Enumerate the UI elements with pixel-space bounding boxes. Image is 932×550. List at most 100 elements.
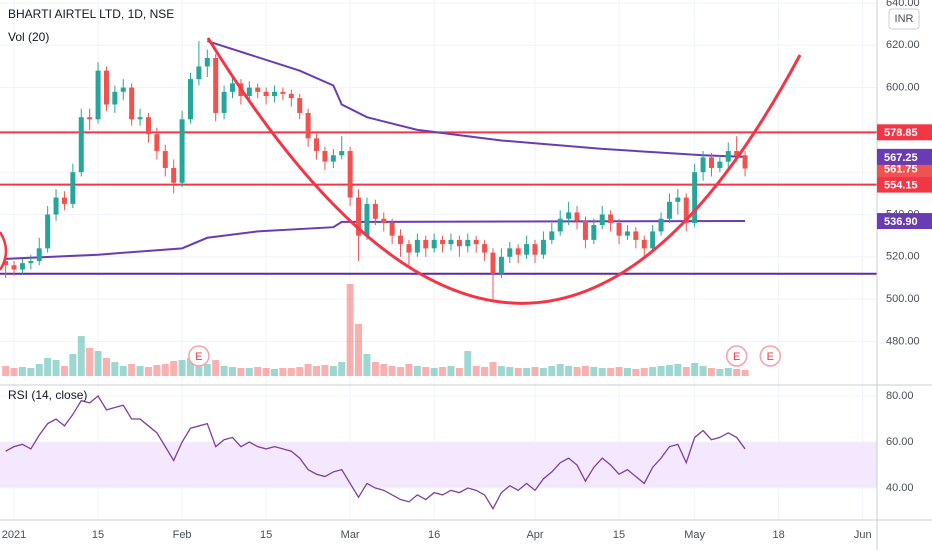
volume-bar	[153, 365, 161, 376]
volume-bar	[531, 367, 539, 376]
volume-bar	[229, 367, 237, 376]
volume-bar	[2, 366, 10, 376]
volume-bar	[195, 362, 203, 376]
volume-bar	[254, 367, 262, 376]
candle-body	[658, 218, 664, 232]
candle-body	[230, 83, 236, 92]
price-tag-label: 578.85	[884, 127, 918, 139]
price-tag	[877, 148, 932, 165]
x-tick-label: 15	[92, 529, 104, 541]
earnings-marker	[188, 345, 210, 367]
price-tag-label: 561.75	[884, 163, 918, 175]
x-tick-label: 16	[428, 529, 440, 541]
candle-body	[398, 235, 404, 245]
candle-body	[599, 214, 605, 226]
volume-bar	[313, 366, 321, 376]
candle-body	[490, 252, 496, 274]
volume-bar	[296, 367, 304, 376]
y-tick-label: 600.00	[886, 81, 920, 93]
candle-body	[213, 57, 219, 113]
y-tick-label: 480.00	[886, 335, 920, 347]
candle-body	[456, 239, 462, 247]
currency[interactable]: INR	[895, 13, 914, 25]
volume-bar	[464, 351, 472, 376]
price-tag-label: 536.90	[884, 216, 918, 228]
candle-body	[692, 172, 698, 223]
candle-body	[196, 66, 202, 80]
candle-body	[87, 117, 93, 120]
volume-bar	[430, 368, 438, 376]
volume-bar	[77, 336, 85, 376]
candle-body	[112, 91, 118, 105]
volume-bar	[102, 358, 110, 376]
volume-bar	[237, 368, 245, 376]
candle-body	[708, 157, 714, 168]
volume-bar	[52, 360, 60, 376]
candle-body	[288, 93, 294, 99]
candle-body	[633, 231, 639, 240]
candle-body	[137, 117, 143, 120]
volume-bar	[10, 368, 18, 376]
candle-body	[204, 57, 210, 67]
candle-body	[566, 212, 572, 219]
candle-body	[675, 197, 681, 202]
volume-bar	[413, 366, 421, 376]
volume-bar	[548, 366, 556, 376]
candle-body	[574, 212, 580, 221]
indicator-line	[206, 40, 746, 158]
candle-body	[389, 222, 395, 236]
candle-body	[11, 265, 17, 270]
volume-bar	[497, 366, 505, 376]
y-tick-label: 620.00	[886, 39, 920, 51]
candle-body	[53, 197, 59, 215]
candle-body	[440, 239, 446, 245]
candle-body	[524, 244, 530, 255]
candle-body	[473, 239, 479, 245]
candle-body	[356, 197, 362, 236]
x-tick-label: Mar	[341, 529, 360, 541]
candle-body	[591, 225, 597, 240]
volume-bar	[716, 369, 724, 376]
volume-bar	[355, 324, 363, 376]
volume-bar	[405, 364, 413, 376]
candle-body	[406, 244, 412, 253]
x-tick-label: Jun	[854, 529, 872, 541]
volume-bar	[338, 362, 346, 376]
volume-bar	[422, 367, 430, 376]
volume-bar	[724, 368, 732, 376]
candle-body	[322, 151, 328, 162]
x-tick-label: 18	[773, 529, 785, 541]
volume-bar	[657, 366, 665, 376]
candle-body	[666, 201, 672, 219]
candle-body	[717, 161, 723, 168]
x-tick-label: 15	[260, 529, 272, 541]
candle-body	[187, 79, 193, 120]
volume-bar	[44, 358, 52, 376]
volume-bar	[707, 368, 715, 376]
volume-bar	[565, 366, 573, 376]
volume-bar	[489, 362, 497, 376]
candle-body	[347, 151, 353, 198]
rsi-tick-label: 40.00	[886, 482, 914, 494]
volume-bar	[35, 364, 43, 376]
x-tick-label: Feb	[173, 529, 192, 541]
volume-bar	[321, 365, 329, 376]
candle-body	[297, 98, 303, 113]
candle-body	[465, 239, 471, 247]
volume-bar	[287, 368, 295, 376]
candle-body	[70, 172, 76, 204]
candle-body	[45, 214, 51, 249]
volume-bar	[136, 366, 144, 376]
candle-body	[372, 203, 378, 219]
x-tick-label: 2021	[2, 529, 26, 541]
x-tick-label: May	[684, 529, 705, 541]
arc-drawing	[0, 231, 8, 271]
candle-body	[624, 231, 630, 236]
volume-bar	[741, 370, 749, 376]
y-tick-label: 520.00	[886, 251, 920, 263]
rsi-tick-label: 60.00	[886, 436, 914, 448]
volume-bar	[539, 368, 547, 376]
candle-body	[154, 134, 160, 152]
currency-box[interactable]	[888, 8, 920, 30]
volume-bar	[455, 368, 463, 376]
